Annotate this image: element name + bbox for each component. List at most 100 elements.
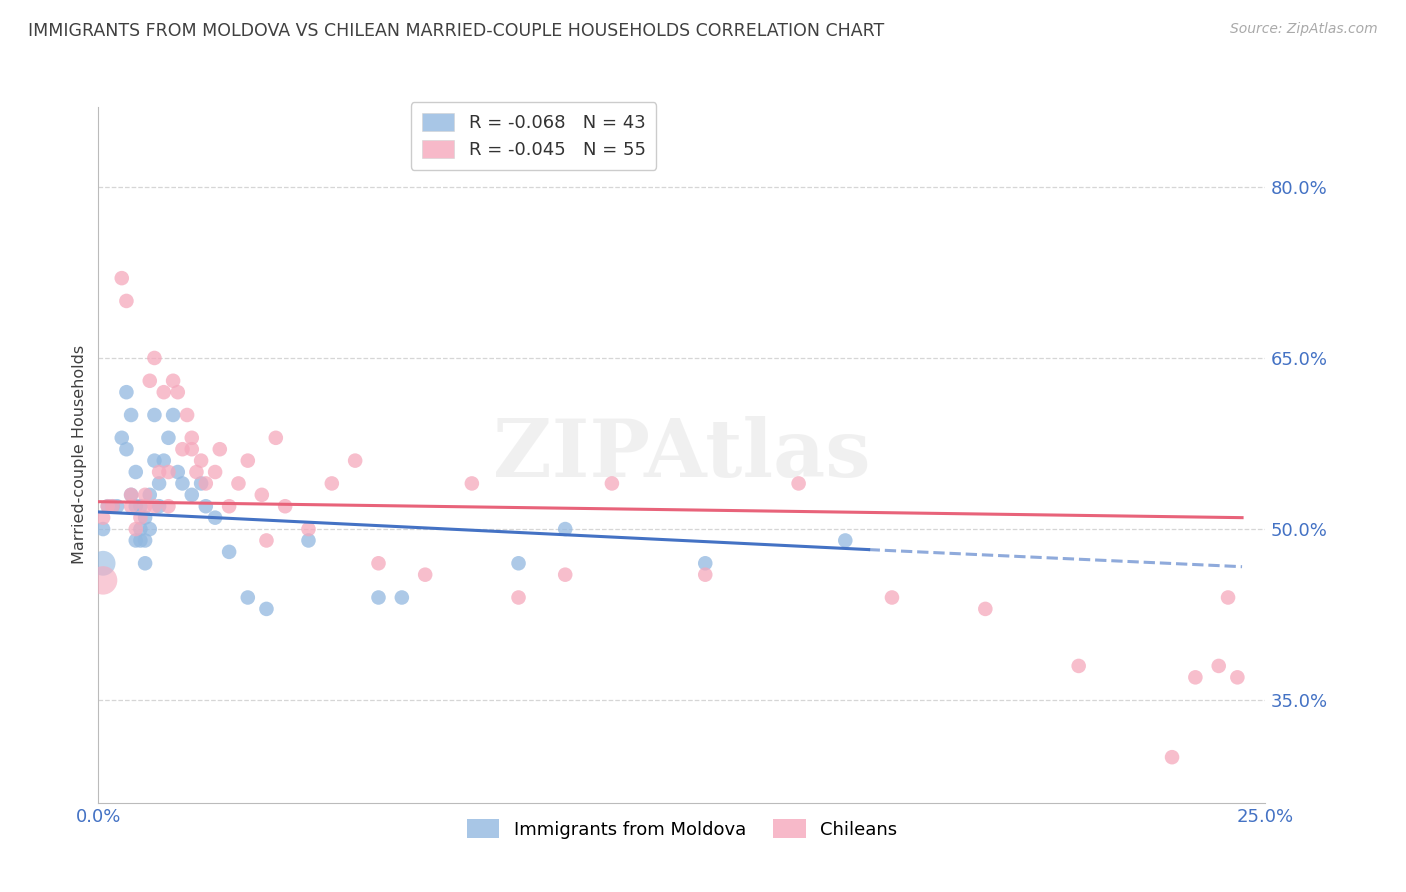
- Point: [143, 408, 166, 422]
- Point: [180, 442, 202, 457]
- Point: [157, 431, 180, 445]
- Point: [166, 385, 188, 400]
- Text: Source: ZipAtlas.com: Source: ZipAtlas.com: [1230, 22, 1378, 37]
- Point: [264, 431, 287, 445]
- Point: [321, 476, 343, 491]
- Point: [134, 500, 156, 514]
- Legend: Immigrants from Moldova, Chileans: Immigrants from Moldova, Chileans: [460, 812, 904, 846]
- Point: [91, 510, 114, 524]
- Point: [194, 476, 217, 491]
- Point: [695, 556, 717, 570]
- Point: [172, 476, 194, 491]
- Point: [554, 522, 576, 536]
- Point: [120, 488, 142, 502]
- Point: [274, 500, 297, 514]
- Point: [218, 545, 240, 559]
- Point: [508, 591, 530, 605]
- Point: [218, 500, 240, 514]
- Point: [413, 567, 436, 582]
- Point: [129, 522, 152, 536]
- Point: [139, 522, 162, 536]
- Point: [236, 453, 259, 467]
- Point: [91, 522, 114, 536]
- Point: [120, 488, 142, 502]
- Point: [194, 500, 217, 514]
- Point: [787, 476, 810, 491]
- Point: [143, 500, 166, 514]
- Point: [101, 500, 124, 514]
- Point: [97, 500, 120, 514]
- Point: [180, 431, 202, 445]
- Point: [176, 408, 198, 422]
- Point: [297, 533, 319, 548]
- Point: [129, 500, 152, 514]
- Point: [880, 591, 903, 605]
- Point: [256, 602, 278, 616]
- Point: [554, 567, 576, 582]
- Point: [344, 453, 367, 467]
- Point: [250, 488, 273, 502]
- Point: [134, 533, 156, 548]
- Point: [166, 465, 188, 479]
- Point: [101, 500, 124, 514]
- Point: [97, 500, 120, 514]
- Point: [208, 442, 231, 457]
- Point: [391, 591, 413, 605]
- Point: [111, 271, 134, 285]
- Point: [600, 476, 623, 491]
- Point: [190, 476, 212, 491]
- Point: [297, 522, 319, 536]
- Y-axis label: Married-couple Households: Married-couple Households: [72, 345, 87, 565]
- Point: [1067, 659, 1090, 673]
- Point: [120, 500, 142, 514]
- Point: [111, 431, 134, 445]
- Point: [190, 453, 212, 467]
- Text: ZIPAtlas: ZIPAtlas: [494, 416, 870, 494]
- Point: [228, 476, 250, 491]
- Point: [115, 385, 138, 400]
- Point: [139, 374, 162, 388]
- Point: [1216, 591, 1239, 605]
- Point: [143, 453, 166, 467]
- Point: [120, 408, 142, 422]
- Point: [367, 591, 389, 605]
- Point: [157, 500, 180, 514]
- Point: [162, 408, 184, 422]
- Point: [148, 465, 170, 479]
- Point: [695, 567, 717, 582]
- Point: [143, 351, 166, 365]
- Point: [204, 510, 226, 524]
- Point: [129, 533, 152, 548]
- Point: [1184, 670, 1206, 684]
- Point: [134, 510, 156, 524]
- Point: [461, 476, 484, 491]
- Text: IMMIGRANTS FROM MOLDOVA VS CHILEAN MARRIED-COUPLE HOUSEHOLDS CORRELATION CHART: IMMIGRANTS FROM MOLDOVA VS CHILEAN MARRI…: [28, 22, 884, 40]
- Point: [125, 533, 148, 548]
- Point: [125, 500, 148, 514]
- Point: [91, 556, 114, 570]
- Point: [204, 465, 226, 479]
- Point: [125, 522, 148, 536]
- Point: [834, 533, 856, 548]
- Point: [1208, 659, 1230, 673]
- Point: [157, 465, 180, 479]
- Point: [91, 574, 114, 588]
- Point: [115, 293, 138, 308]
- Point: [152, 385, 174, 400]
- Point: [129, 510, 152, 524]
- Point: [115, 442, 138, 457]
- Point: [974, 602, 997, 616]
- Point: [139, 488, 162, 502]
- Point: [256, 533, 278, 548]
- Point: [152, 453, 174, 467]
- Point: [186, 465, 208, 479]
- Point: [134, 556, 156, 570]
- Point: [162, 374, 184, 388]
- Point: [180, 488, 202, 502]
- Point: [367, 556, 389, 570]
- Point: [134, 488, 156, 502]
- Point: [105, 500, 128, 514]
- Point: [1161, 750, 1184, 764]
- Point: [148, 476, 170, 491]
- Point: [508, 556, 530, 570]
